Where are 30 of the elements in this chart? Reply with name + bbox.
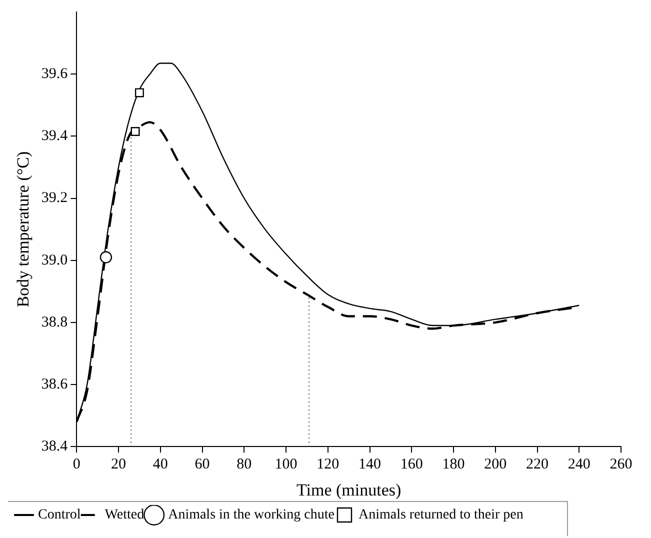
x-tick-label: 0 xyxy=(72,456,80,473)
x-tick-label: 180 xyxy=(442,456,465,473)
legend-label: Wetted xyxy=(104,508,144,523)
y-tick-label: 39.6 xyxy=(41,66,68,82)
x-tick-label: 220 xyxy=(526,456,549,473)
x-tick-label: 160 xyxy=(400,456,423,473)
x-tick-label: 60 xyxy=(194,456,210,473)
y-tick-label: 39.4 xyxy=(41,128,68,144)
legend-label: Animals in the working chute xyxy=(168,508,334,523)
point xyxy=(100,251,112,264)
x-tick-label: 20 xyxy=(111,456,126,473)
x-tick-label: 40 xyxy=(152,456,168,473)
y-tick-label: 38.6 xyxy=(41,376,68,392)
point xyxy=(130,127,140,136)
x-tick-label: 140 xyxy=(358,456,382,473)
point xyxy=(134,88,144,98)
x-tick-label: 120 xyxy=(316,456,340,473)
x-tick-label: 100 xyxy=(274,456,298,473)
y-tick-label: 39.2 xyxy=(41,190,68,206)
y-tick-label: 38.8 xyxy=(41,314,68,330)
y-tick-label: 39.0 xyxy=(41,252,68,268)
x-tick-label: 240 xyxy=(568,456,590,473)
y-axis-title: Body temperature (°C) xyxy=(14,151,33,308)
x-axis-title: Time (minutes) xyxy=(296,480,402,500)
legend-label: Control xyxy=(38,508,81,523)
x-tick-label: 260 xyxy=(610,456,632,473)
x-tick-label: 80 xyxy=(236,456,252,473)
legend-label: Animals returned to their pen xyxy=(358,508,524,523)
x-tick-label: 200 xyxy=(484,456,507,473)
y-tick-label: 38.4 xyxy=(41,438,68,455)
